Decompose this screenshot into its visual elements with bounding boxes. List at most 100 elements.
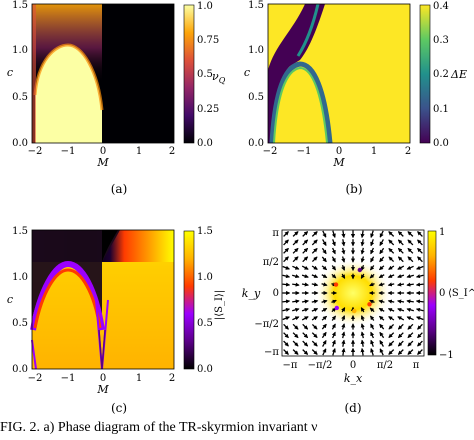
panel-b-cbtick-1: 0.1 (433, 104, 449, 115)
panel-d: −π −π/2 0 π/2 π −π −π/2 0 π/2 π k_x k_y … (242, 227, 474, 415)
panel-d-arrow (282, 274, 291, 279)
panel-d-arrow (321, 247, 327, 255)
panel-d-color-dot (367, 302, 372, 307)
panel-d-arrow (292, 340, 299, 347)
panel-c-ytick-1: 0.5 (12, 318, 28, 329)
panel-d-arrow (311, 349, 318, 355)
panel-d-arrow (302, 349, 309, 355)
panel-d-arrow (331, 331, 336, 339)
panel-d-arrow (311, 256, 318, 263)
panel-d-arrow (397, 316, 405, 321)
panel-d-arrow (311, 274, 319, 278)
panel-d-arrow (370, 323, 375, 330)
panel-d-arrow (397, 239, 404, 246)
panel-d-arrow (407, 323, 414, 330)
panel-d-arrow (341, 323, 346, 330)
panel-d-arrow (292, 349, 299, 355)
panel-d-arrow (378, 315, 385, 321)
panel-d-arrow (379, 247, 385, 255)
panel-d-color-dot (334, 305, 339, 311)
panel-d-arrow (311, 231, 318, 237)
panel-d-arrow (378, 299, 385, 304)
panel-d-arrow (416, 316, 424, 321)
panel-c-x-ticks: −2 −1 0 1 2 (28, 373, 176, 384)
panel-d-arrow (388, 332, 395, 338)
panel-d-arrow (292, 332, 299, 339)
panel-d-arrow (360, 315, 365, 322)
panel-d-arrow (360, 264, 365, 271)
panel-d-arrow (341, 256, 346, 263)
panel-c-xtick-0: −2 (28, 373, 43, 384)
panel-d-arrow (302, 247, 309, 254)
panel-d-xtick-2: 0 (350, 360, 356, 371)
panel-d-arrow (341, 247, 346, 255)
panel-d-arrow (331, 239, 336, 247)
panel-d-arrow (302, 332, 309, 339)
panel-b-cbtick-4: 0.4 (433, 1, 449, 12)
panel-d-xlabel: k_x (344, 372, 363, 385)
panel-c-ytick-3: 1.5 (12, 226, 28, 237)
panel-d-color-dot (357, 267, 362, 273)
panel-d-arrow (341, 264, 346, 271)
panel-d-arrow (302, 340, 309, 347)
panel-d-arrow (311, 265, 318, 270)
panel-d-arrow (379, 230, 384, 238)
panel-d-arrow (301, 307, 309, 312)
panel-c-ylabel: c (7, 293, 13, 306)
panel-a-cbtick-4: 1.0 (197, 1, 213, 12)
panel-a-cbtick-2: 0.5 (197, 69, 213, 80)
panel-d-arrow (370, 239, 375, 247)
panel-d-ytick-1: −π/2 (254, 319, 279, 330)
panel-d-arrow (417, 256, 423, 263)
panel-d-arrow (282, 265, 290, 270)
panel-d-ytick-3: π/2 (263, 257, 279, 268)
panel-a-xtick-0: −2 (28, 146, 43, 157)
panel-d-arrow (292, 256, 299, 263)
panel-d-arrow (379, 256, 385, 263)
panel-d-arrow (321, 299, 328, 304)
panel-d-arrow (292, 316, 300, 321)
panel-d-arrow (322, 230, 327, 238)
panel-c: 0.0 0.5 1.0 1.5 −2 −1 0 1 2 M c 0.0 0.5 … (7, 226, 225, 415)
panel-d-x-ticks: −π −π/2 0 π/2 π (283, 360, 420, 371)
panel-d-arrow (397, 349, 404, 355)
panel-b-xtick-1: −1 (297, 146, 312, 157)
panel-d-arrow (321, 265, 328, 271)
panel-a-heatmap (32, 4, 174, 143)
panel-d-arrow (370, 348, 375, 356)
panel-c-heatmap (30, 230, 174, 370)
panel-a-xtick-2: 0 (100, 146, 106, 157)
panel-d-arrow (292, 282, 300, 287)
panel-d-arrow (283, 231, 289, 237)
panel-c-cbtick-2: 1.0 (197, 272, 213, 283)
panel-d-arrow (360, 230, 365, 239)
panel-c-xtick-2: 0 (100, 373, 106, 384)
panel-d-arrow (415, 282, 424, 287)
panel-d-arrow (397, 282, 405, 287)
panel-b-ytick-1: 0.5 (248, 92, 264, 103)
panel-a-cbtick-1: 0.25 (197, 104, 219, 115)
panel-d-arrow (292, 265, 300, 270)
panel-a-xtick-4: 2 (169, 146, 175, 157)
panel-d-xtick-0: −π (283, 360, 298, 371)
panel-d-arrow (282, 282, 291, 287)
panel-d-arrow (331, 230, 336, 238)
panel-a-xtick-3: 1 (136, 146, 142, 157)
panel-d-arrow (311, 323, 318, 330)
panel-d-arrow (406, 265, 414, 270)
panel-d-arrow (321, 274, 328, 279)
panel-d-arrow (360, 347, 365, 356)
panel-b-colorbar (419, 4, 431, 144)
panel-d-arrow (417, 323, 423, 330)
panel-b-cbtick-3: 0.3 (433, 35, 449, 46)
panel-b-ytick-0: 0.0 (248, 138, 264, 149)
panel-d-arrow (397, 247, 404, 254)
panel-d-arrow (331, 339, 336, 347)
panel-d-arrow (311, 340, 318, 347)
panel-d-arrow (321, 315, 328, 321)
panel-d-arrow (407, 340, 414, 347)
panel-d-arrow (311, 332, 318, 338)
panel-d-ytick-4: π (272, 228, 279, 239)
panel-b-xtick-4: 2 (405, 146, 411, 157)
panel-d-arrow (388, 340, 395, 347)
